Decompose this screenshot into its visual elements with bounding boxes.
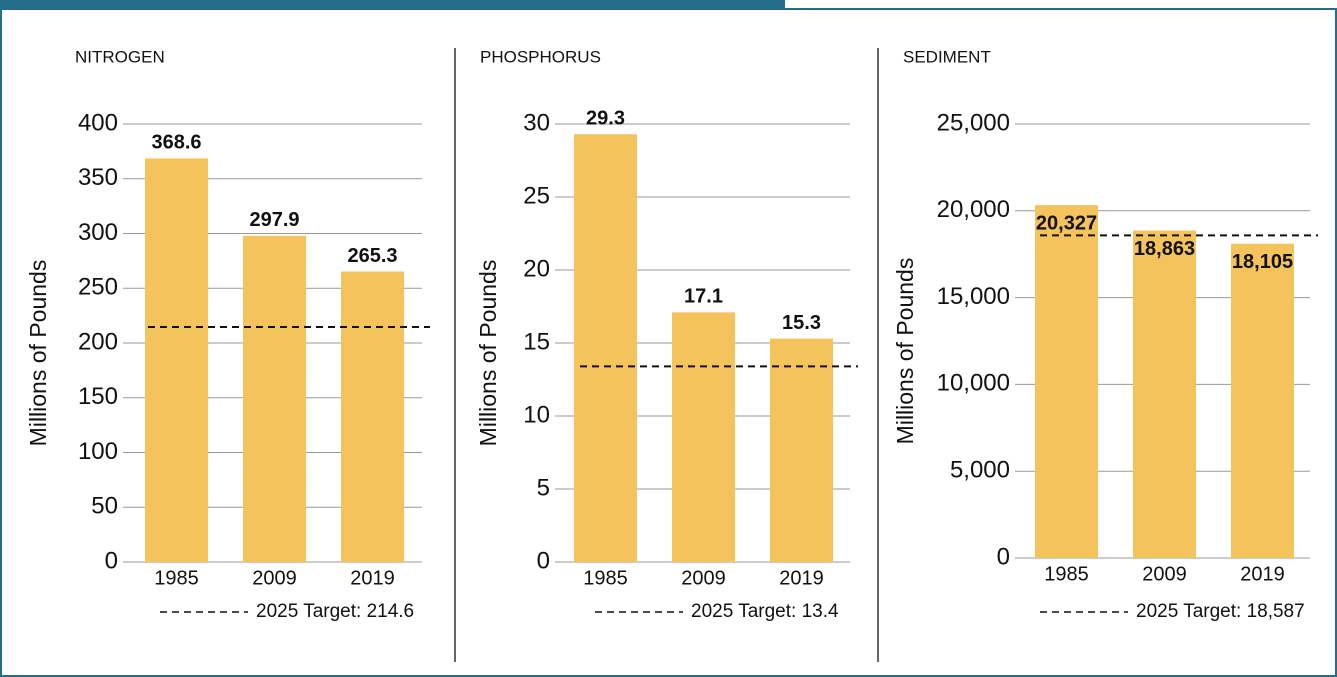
value-label: 20,327 bbox=[1036, 212, 1097, 234]
y-tick-label: 0 bbox=[105, 547, 118, 574]
frame bbox=[0, 8, 1337, 677]
y-tick-label: 5 bbox=[537, 474, 550, 501]
y-tick-label: 200 bbox=[78, 328, 118, 355]
legend-label: 2025 Target: 13.4 bbox=[691, 601, 839, 622]
bar bbox=[1035, 205, 1098, 558]
value-label: 17.1 bbox=[684, 286, 723, 308]
bar bbox=[1133, 230, 1196, 558]
value-label: 18,105 bbox=[1232, 251, 1293, 273]
bar bbox=[1231, 243, 1294, 558]
legend-label: 2025 Target: 18,587 bbox=[1136, 601, 1305, 622]
chart-title: PHOSPHORUS bbox=[480, 47, 601, 66]
x-tick-label: 2019 bbox=[1240, 563, 1285, 585]
value-label: 265.3 bbox=[347, 245, 397, 267]
chart-title: SEDIMENT bbox=[903, 47, 991, 66]
y-axis-label: Millions of Pounds bbox=[892, 258, 918, 445]
x-tick-label: 1985 bbox=[583, 567, 628, 589]
y-tick-label: 10,000 bbox=[937, 370, 1010, 397]
y-tick-label: 150 bbox=[78, 383, 118, 410]
x-tick-label: 2009 bbox=[1142, 563, 1187, 585]
bar bbox=[770, 338, 833, 562]
bar bbox=[574, 134, 637, 562]
x-tick-label: 2009 bbox=[681, 567, 726, 589]
y-tick-label: 0 bbox=[997, 543, 1010, 570]
y-axis-label: Millions of Pounds bbox=[475, 260, 501, 447]
x-tick-label: 2019 bbox=[350, 567, 395, 589]
y-tick-label: 0 bbox=[537, 547, 550, 574]
bar bbox=[243, 235, 306, 562]
y-tick-label: 20,000 bbox=[937, 196, 1010, 223]
bar bbox=[341, 271, 404, 562]
x-tick-label: 2019 bbox=[779, 567, 824, 589]
y-tick-label: 25 bbox=[523, 182, 550, 209]
chart-title: NITROGEN bbox=[75, 47, 165, 66]
value-label: 15.3 bbox=[782, 312, 821, 334]
y-axis-label: Millions of Pounds bbox=[25, 260, 51, 447]
y-tick-label: 15,000 bbox=[937, 283, 1010, 310]
value-label: 297.9 bbox=[249, 209, 299, 231]
value-label: 29.3 bbox=[586, 108, 625, 130]
y-tick-label: 25,000 bbox=[937, 109, 1010, 136]
y-tick-label: 300 bbox=[78, 219, 118, 246]
x-tick-label: 1985 bbox=[1044, 563, 1089, 585]
y-tick-label: 250 bbox=[78, 274, 118, 301]
y-tick-label: 10 bbox=[523, 401, 550, 428]
y-tick-label: 350 bbox=[78, 164, 118, 191]
y-tick-label: 50 bbox=[91, 493, 118, 520]
bar bbox=[145, 158, 208, 562]
y-tick-label: 30 bbox=[523, 109, 550, 136]
bar bbox=[672, 312, 735, 562]
y-tick-label: 15 bbox=[523, 328, 550, 355]
header-band bbox=[0, 0, 785, 10]
x-tick-label: 1985 bbox=[154, 567, 199, 589]
y-tick-label: 20 bbox=[523, 255, 550, 282]
value-label: 18,863 bbox=[1134, 238, 1195, 260]
x-tick-label: 2009 bbox=[252, 567, 297, 589]
legend-label: 2025 Target: 214.6 bbox=[256, 601, 414, 622]
y-tick-label: 100 bbox=[78, 438, 118, 465]
y-tick-label: 400 bbox=[78, 109, 118, 136]
value-label: 368.6 bbox=[151, 132, 201, 154]
y-tick-label: 5,000 bbox=[950, 457, 1010, 484]
